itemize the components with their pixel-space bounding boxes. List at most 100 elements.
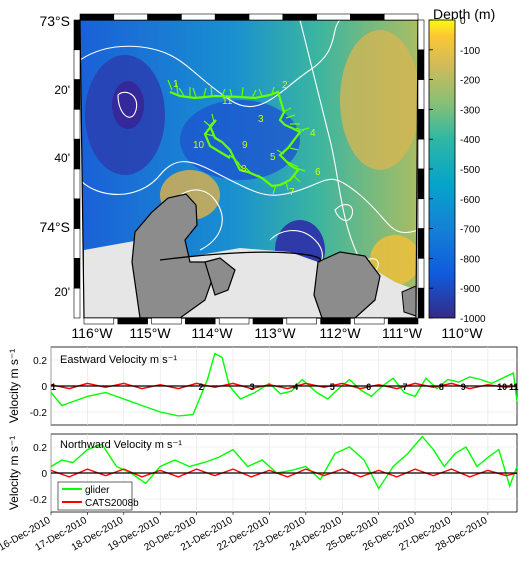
colorbar-label: Depth (m) [433, 6, 495, 22]
glider-track [169, 90, 302, 188]
frame-segment [417, 228, 425, 259]
waypoint-marker-label: 2 [199, 382, 204, 392]
frame-segment [320, 317, 351, 325]
frame-segment [248, 13, 284, 21]
frame-segment [73, 198, 81, 229]
waypoint-marker-label: 8 [439, 382, 444, 392]
series-line [50, 382, 518, 390]
legend-entry-cats: CATS2008b [85, 498, 139, 509]
waypoint-marker-label: 7 [403, 382, 408, 392]
longitude-label: 112°W [319, 325, 361, 341]
frame-segment [79, 13, 115, 21]
waypoint-marker-label: 9 [461, 382, 466, 392]
frame-segment [417, 287, 425, 319]
northward-velocity-chart: 0.2 0 -0.2 16-Dec-201017-Dec-201018-Dec-20… [0, 433, 518, 554]
colorbar-tick-label: -500 [460, 165, 480, 176]
frame-segment [417, 109, 425, 140]
longitude-label: 115°W [129, 325, 171, 341]
legend: glider CATS2008b [57, 481, 139, 511]
deep-trough-center [180, 100, 300, 180]
shallow-bank-east [340, 30, 418, 170]
frame-segment [117, 317, 148, 325]
deep-basin-core [112, 81, 144, 129]
colorbar-tick-label: -1000 [460, 314, 486, 325]
waypoint-label: 9 [242, 140, 248, 151]
chart-title: Eastward Velocity m s⁻¹ [60, 354, 177, 366]
waypoint-label: 5 [270, 152, 276, 163]
frame-segment [73, 258, 81, 289]
waypoint-label: 6 [315, 167, 321, 178]
velocity-arrows [167, 79, 310, 195]
frame-segment [316, 13, 351, 21]
frame-segment [417, 198, 425, 229]
latitude-label: 20' [54, 83, 70, 97]
frame-segment [73, 109, 81, 140]
frame-segment [185, 317, 216, 325]
colorbar-tick-label: -900 [460, 284, 480, 295]
contour-line [80, 161, 418, 234]
contour-line [334, 204, 354, 221]
waypoint-marker-label: 1 [51, 382, 56, 392]
waypoint-marker-label: 6 [366, 382, 371, 392]
colorbar-tick-label: -800 [460, 254, 480, 265]
series-group [50, 352, 518, 417]
colorbar-tick-label: -400 [460, 135, 480, 146]
waypoint-label: 4 [310, 128, 316, 139]
colorbar-tick-label: -300 [460, 105, 480, 116]
waypoint-label: 2 [282, 80, 288, 91]
y-axis-label: Velocity m s⁻¹ [7, 349, 21, 423]
waypoint-label: 7 [289, 187, 295, 198]
latitude-label: 73°S [39, 13, 70, 29]
colorbar-tick-label: -200 [460, 76, 480, 87]
frame-segment [417, 19, 425, 51]
legend-box [57, 481, 133, 511]
frame-segment [387, 317, 419, 325]
latitude-label: 40' [54, 151, 70, 165]
y-tick-label: 0.2 [33, 356, 47, 367]
longitude-labels: 116°W 115°W 114°W 113°W 112°W 111°W 110°W [71, 325, 483, 341]
frame-segment [73, 49, 81, 80]
frame-segment [73, 287, 81, 319]
colorbar-tick-label: 0 [460, 16, 466, 27]
waypoint-marker-label: 11 [509, 382, 519, 392]
frame-segment [383, 13, 419, 21]
colorbar-tick-label: -700 [460, 225, 480, 236]
frame-segment [214, 13, 250, 21]
frame-segment [417, 258, 425, 289]
y-tick-label: 0.2 [33, 443, 47, 454]
frame-segment [417, 49, 425, 80]
waypoint-label: 8 [241, 164, 247, 175]
frame-segment [73, 79, 81, 110]
land-islet [204, 257, 236, 296]
eastward-velocity-chart: 1 2 3 4 5 6 7 8 9 10 11 0.2 0 -0.2 Eastward Velocity… [7, 346, 519, 426]
longitude-label: 111°W [382, 325, 423, 341]
waypoint-marker-label: 10 [497, 382, 507, 392]
longitude-label: 110°W [441, 325, 483, 341]
bathymetry-map: 1 2 3 4 5 6 7 8 9 10 11 73°S 20' 40' 74°S 20' 116°W 115… [39, 13, 483, 341]
x-tick-labels: 16-Dec-201017-Dec-201018-Dec-201019-Dec-… [0, 512, 490, 554]
y-tick-label: -0.2 [30, 495, 48, 506]
waypoint-marker-label: 5 [330, 382, 335, 392]
y-tick-label: 0 [41, 469, 47, 480]
colorbar-ticks: 0 -100 -200 -300 -400 -500 -600 -700 -800 -900 -10… [429, 16, 486, 325]
frame-segment [417, 138, 425, 170]
shallow-bank-southeast [370, 235, 418, 285]
frame-segment [181, 13, 216, 21]
frame-segment [73, 138, 81, 170]
y-tick-label: -0.2 [30, 408, 48, 419]
longitude-label: 113°W [254, 325, 296, 341]
waypoint-label: 11 [222, 96, 233, 107]
land-island-west [131, 193, 213, 318]
ice-front [159, 251, 322, 263]
latitude-labels: 73°S 20' 40' 74°S 20' [39, 13, 70, 299]
colorbar-gradient [428, 19, 456, 319]
frame-segment [350, 13, 385, 21]
frame-segment [113, 13, 148, 21]
frame-segment [218, 317, 250, 325]
y-axis-label: Velocity m s⁻¹ [7, 436, 21, 510]
longitude-label: 116°W [71, 325, 113, 341]
waypoint-markers: 1 2 3 4 5 6 7 8 9 10 11 [51, 382, 519, 392]
track-waypoint-labels: 1 2 3 4 5 6 7 8 9 10 11 [173, 79, 321, 198]
land-island-east [313, 251, 381, 318]
